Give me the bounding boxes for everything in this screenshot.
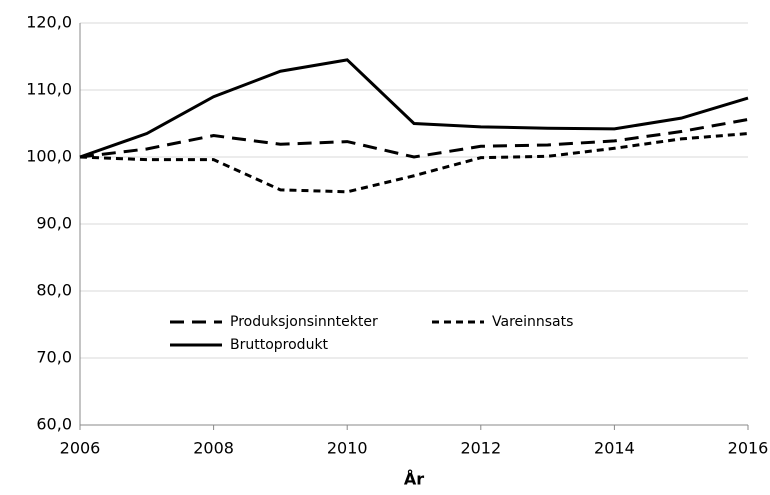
series-line bbox=[79, 132, 749, 194]
legend-label: Bruttoprodukt bbox=[230, 337, 329, 353]
x-tick-label: 2014 bbox=[594, 439, 635, 458]
x-tick-label: 2008 bbox=[193, 439, 234, 458]
x-tick-label: 2016 bbox=[728, 439, 769, 458]
y-tick-label: 120,0 bbox=[26, 13, 72, 32]
x-axis-label: År bbox=[404, 470, 424, 489]
y-tick-label: 110,0 bbox=[26, 80, 72, 99]
y-tick-label: 60,0 bbox=[36, 415, 72, 434]
legend-label: Produksjonsinntekter bbox=[230, 314, 378, 330]
y-tick-label: 70,0 bbox=[36, 348, 72, 367]
legend-label: Vareinnsats bbox=[492, 314, 573, 330]
y-tick-label: 80,0 bbox=[36, 281, 72, 300]
x-tick-label: 2010 bbox=[327, 439, 368, 458]
x-tick-label: 2006 bbox=[60, 439, 101, 458]
series-line bbox=[79, 58, 749, 159]
x-tick-label: 2012 bbox=[460, 439, 501, 458]
series-line bbox=[79, 118, 749, 159]
y-tick-label: 90,0 bbox=[36, 214, 72, 233]
y-tick-label: 100,0 bbox=[26, 147, 72, 166]
